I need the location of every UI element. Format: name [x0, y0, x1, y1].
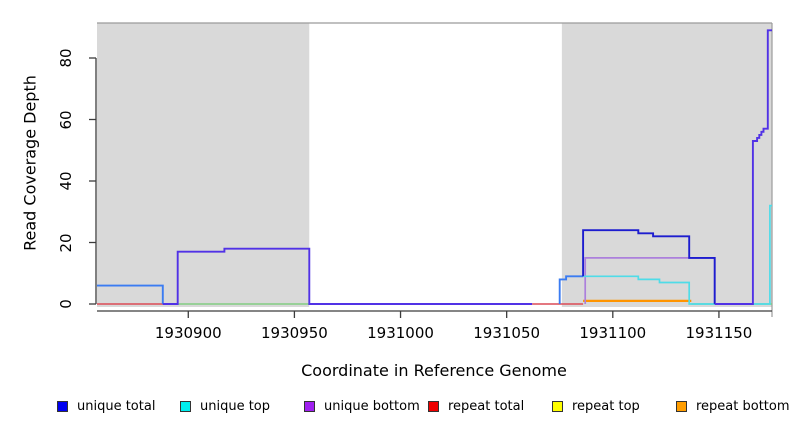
x-tick-label: 1930900	[154, 324, 222, 342]
y-tick-label: 40	[57, 171, 75, 191]
legend-item-repeat-bottom: repeat bottom	[676, 399, 790, 414]
x-axis-title: Coordinate in Reference Genome	[301, 361, 567, 380]
legend-label: unique top	[200, 399, 271, 414]
shaded-region	[97, 23, 310, 307]
legend-swatch-icon	[57, 401, 68, 412]
legend-item-repeat-total: repeat total	[428, 399, 524, 414]
legend-swatch-icon	[552, 401, 563, 412]
x-tick-label: 1931000	[367, 324, 434, 342]
x-tick-label: 1931100	[579, 324, 647, 342]
y-tick-label: 0	[57, 299, 75, 309]
series-unique-total	[97, 284, 164, 304]
y-tick-label: 60	[57, 109, 75, 130]
legend-label: repeat bottom	[696, 399, 790, 414]
x-tick-label: 1931050	[473, 324, 541, 342]
legend-item-unique-top: unique top	[180, 399, 270, 414]
legend-label: repeat total	[448, 399, 525, 414]
legend-item-unique-total: unique total	[57, 399, 155, 414]
series-unique-total	[162, 247, 533, 305]
legend-label: unique bottom	[324, 399, 420, 414]
y-tick-label: 20	[57, 232, 75, 253]
series-lines	[97, 29, 772, 305]
series-unique-total	[714, 29, 772, 305]
legend-swatch-icon	[304, 401, 315, 412]
legend-swatch-icon	[676, 401, 687, 412]
legend-item-unique-bottom: unique bottom	[304, 399, 420, 414]
legend-swatch-icon	[180, 401, 191, 412]
legend-item-repeat-top: repeat top	[552, 399, 640, 414]
legend-label: repeat top	[572, 399, 640, 414]
x-tick-label: 1931150	[685, 324, 753, 342]
y-axis-title: Read Coverage Depth	[20, 75, 40, 251]
legend-swatch-icon	[428, 401, 439, 412]
legend-label: unique total	[77, 399, 156, 414]
x-tick-label: 1930950	[260, 324, 328, 342]
y-tick-label: 80	[57, 48, 75, 68]
series-unique-top	[583, 204, 772, 305]
shaded-region	[561, 23, 772, 307]
series-unique-total	[558, 275, 584, 304]
series-unique-total	[582, 229, 716, 304]
